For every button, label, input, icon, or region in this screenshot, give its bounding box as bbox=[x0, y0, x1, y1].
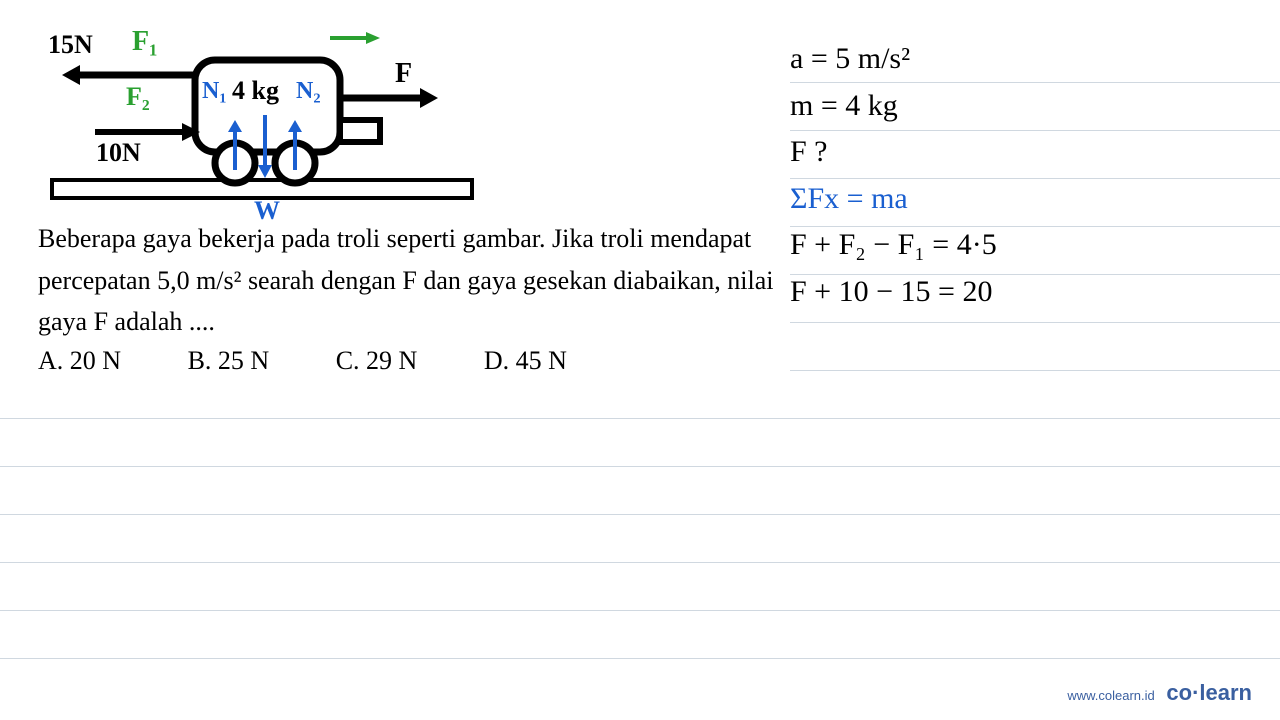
f-label: F bbox=[395, 58, 412, 90]
trolley-diagram: 15N F₁ F₂ 10N F N₁ N₂ 4 kg W bbox=[40, 20, 500, 220]
rule-line bbox=[790, 370, 1280, 371]
f2-label: F₂ bbox=[126, 82, 150, 112]
footer: www.colearn.id co·learn bbox=[1067, 680, 1252, 706]
f2-value: 10N bbox=[96, 138, 141, 168]
rule-line bbox=[0, 562, 1280, 563]
rule-line bbox=[0, 514, 1280, 515]
work-line: F + F₂ − F₁ = 4·5 bbox=[790, 222, 997, 269]
f1-label: F₁ bbox=[132, 26, 158, 58]
rule-line bbox=[0, 466, 1280, 467]
footer-brand: co·learn bbox=[1166, 680, 1252, 705]
options-row: A. 20 N B. 25 N C. 29 N D. 45 N bbox=[38, 346, 627, 376]
option-b: B. 25 N bbox=[188, 346, 270, 375]
option-d: D. 45 N bbox=[484, 346, 567, 375]
work-line: a = 5 m/s² bbox=[790, 36, 997, 83]
n1-label: N₁ bbox=[202, 78, 227, 105]
n2-label: N₂ bbox=[296, 78, 321, 105]
option-a: A. 20 N bbox=[38, 346, 121, 375]
rule-line bbox=[0, 610, 1280, 611]
mass-label: 4 kg bbox=[232, 76, 279, 106]
question-text: Beberapa gaya bekerja pada troli seperti… bbox=[38, 218, 788, 343]
work-line: F ? bbox=[790, 129, 997, 176]
work-line: F + 10 − 15 = 20 bbox=[790, 269, 997, 316]
f1-value: 15N bbox=[48, 30, 93, 60]
footer-url: www.colearn.id bbox=[1067, 688, 1154, 703]
work-line: m = 4 kg bbox=[790, 83, 997, 130]
rule-line bbox=[0, 658, 1280, 659]
option-c: C. 29 N bbox=[336, 346, 418, 375]
rule-line bbox=[0, 418, 1280, 419]
working-steps: a = 5 m/s² m = 4 kg F ? ΣFx = ma F + F₂ … bbox=[790, 36, 997, 315]
work-line: ΣFx = ma bbox=[790, 176, 997, 223]
rule-line bbox=[790, 322, 1280, 323]
